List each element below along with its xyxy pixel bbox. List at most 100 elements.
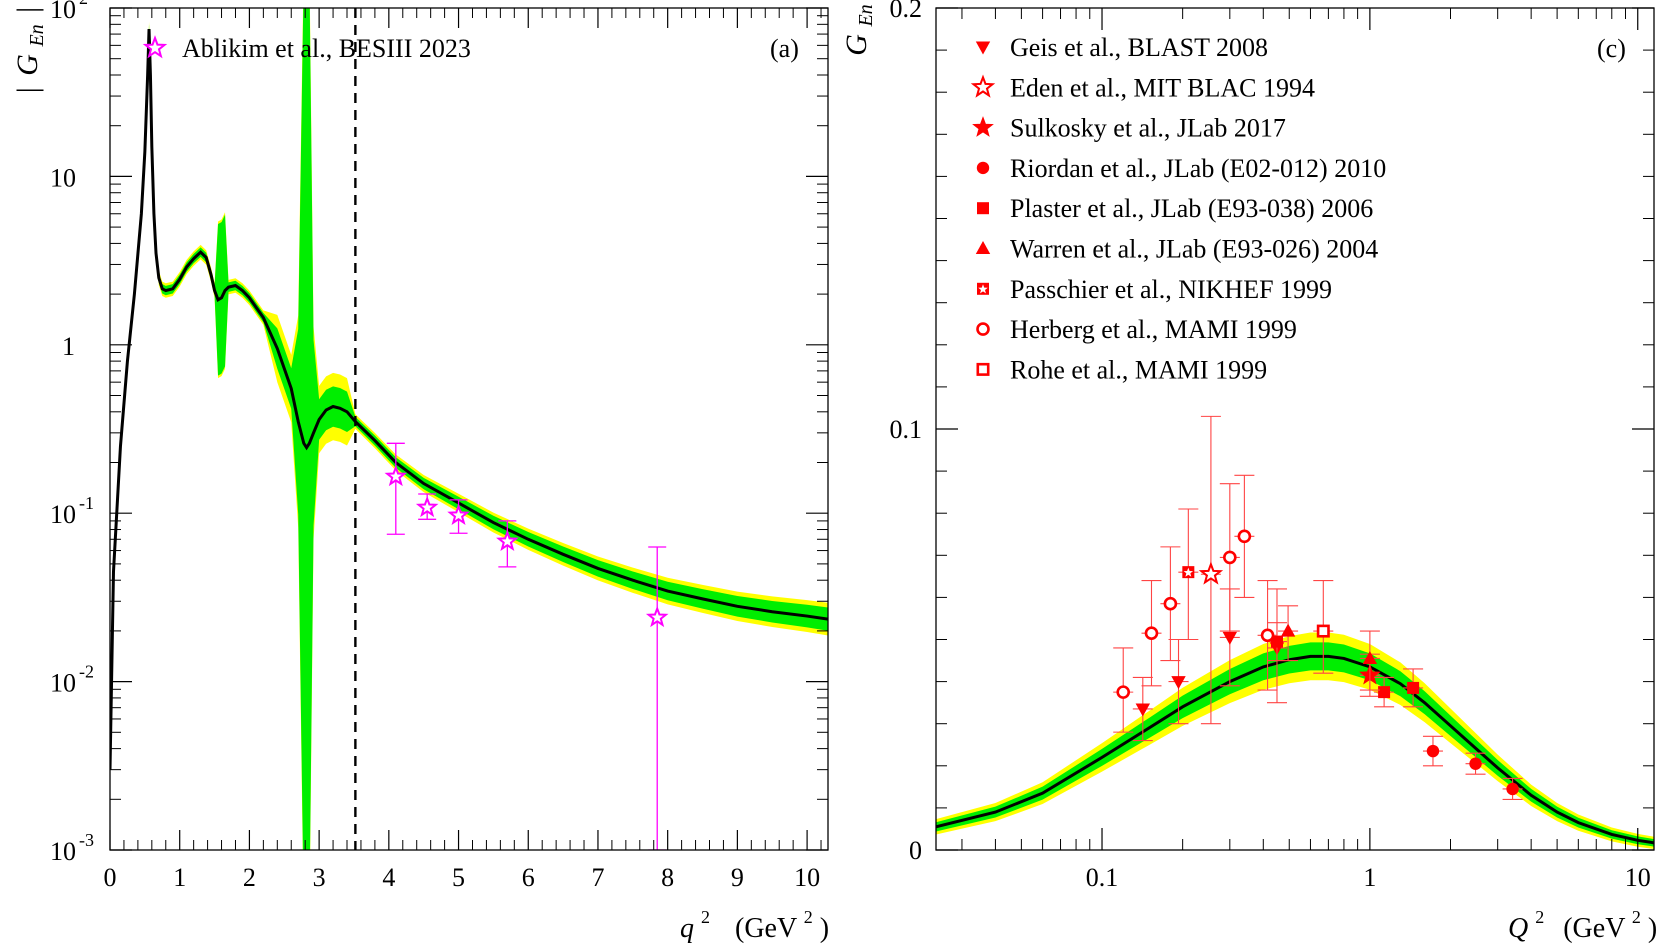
y-tick-base: 1	[62, 332, 75, 361]
legend-entry: Geis et al., BLAST 2008	[1010, 33, 1268, 62]
y-tick-exponent: -3	[79, 830, 94, 850]
uncertainty-band-outer	[110, 8, 828, 850]
y-tick-base: 10	[50, 163, 76, 192]
legend-marker-icon	[970, 74, 996, 98]
legend-marker	[142, 35, 168, 59]
x-axis-label: q 2 (GeV 2 )	[680, 899, 829, 944]
x-tick-label: 4	[382, 863, 395, 892]
legend-marker-icon	[975, 241, 991, 254]
y-tick-base: 10	[50, 669, 76, 698]
x-tick-label: 6	[522, 863, 535, 892]
marker-star	[978, 284, 988, 294]
x-tick-label: 10	[1625, 863, 1651, 892]
x-axis-unit: (GeV	[735, 913, 797, 944]
x-axis-unit-close: )	[1648, 913, 1657, 944]
fit-curve	[110, 28, 828, 770]
x-tick-label: 1	[173, 863, 186, 892]
y-axis-label-sub: En	[26, 24, 48, 47]
x-axis-label-var: q	[680, 913, 694, 944]
data-point	[1182, 566, 1195, 579]
tick-labels: 0.1 1 10 0 0.1 0.2	[890, 0, 1651, 892]
data-points	[1113, 415, 1523, 801]
legend-entry: Passchier et al., NIKHEF 1999	[1010, 275, 1332, 304]
legend-entry: Eden et al., MIT BLAC 1994	[1010, 73, 1315, 102]
data-point	[1469, 757, 1482, 770]
uncertainty-band-inner	[110, 8, 828, 850]
y-tick-label: 10 -2	[50, 662, 94, 698]
y-tick-base: 10	[50, 500, 76, 529]
y-tick-exponent: -1	[79, 493, 94, 513]
y-tick-base: 10	[50, 837, 76, 866]
data-point	[1270, 635, 1283, 648]
y-axis-label: | G En |	[11, 7, 50, 93]
chart-panel-c: 0.1 1 10 0 0.1 0.2 (c) Geis et al., BLAST 200…	[840, 0, 1657, 944]
data-point	[1506, 782, 1519, 796]
data-point	[1362, 650, 1378, 664]
x-axis-unit-sup: 2	[1632, 907, 1641, 927]
legend-marker-icon	[976, 161, 990, 175]
x-axis-unit: (GeV	[1563, 913, 1625, 944]
x-tick-label: 1	[1363, 863, 1376, 892]
legend-marker-icon	[972, 116, 994, 137]
legend-marker-icon	[976, 362, 990, 376]
x-tick-label: 5	[452, 863, 465, 892]
data-point	[1163, 596, 1178, 611]
data-point	[1171, 676, 1186, 690]
data-point	[1116, 685, 1131, 699]
legend-entry: Plaster et al., JLab (E93-038) 2006	[1010, 194, 1373, 223]
y-tick-label: 1	[62, 332, 75, 361]
data-point	[1280, 623, 1296, 637]
panel-label: (c)	[1597, 34, 1626, 63]
data-point	[1198, 561, 1224, 585]
legend-marker-icon	[975, 41, 991, 55]
x-axis-unit-close: )	[820, 913, 829, 944]
marker-star	[1183, 567, 1194, 577]
legend-entry: Riordan et al., JLab (E02-012) 2010	[1010, 154, 1386, 183]
data-point	[1144, 626, 1159, 640]
y-axis-label-main: G	[840, 34, 873, 56]
x-tick-label: 9	[731, 863, 744, 892]
data-point	[415, 495, 439, 518]
axis-ticks	[936, 7, 1654, 851]
data-point	[384, 464, 408, 487]
legend-entry: Rohe et al., MAMI 1999	[1010, 355, 1267, 384]
data-point	[1378, 686, 1391, 699]
data-point	[447, 503, 470, 526]
y-axis-label-main: G	[11, 54, 44, 76]
x-tick-label: 0	[104, 863, 117, 892]
legend-entry: Sulkosky et al., JLab 2017	[1010, 114, 1286, 143]
y-tick-label: 10 -1	[50, 493, 94, 529]
x-tick-label: 3	[313, 863, 326, 892]
x-tick-label: 8	[661, 863, 674, 892]
legend-entry: Ablikim et al., BESIII 2023	[182, 34, 471, 63]
data-point	[1316, 624, 1330, 638]
uncertainty-band-inner	[936, 642, 1654, 847]
x-axis-label: Q 2 (GeV 2 )	[1508, 899, 1657, 944]
y-tick-label: 0	[909, 836, 922, 865]
data-point	[1223, 550, 1237, 565]
y-tick-exponent: -2	[79, 662, 94, 682]
x-tick-label: 7	[591, 863, 604, 892]
y-tick-label: 10 -3	[50, 830, 94, 866]
data-point	[1407, 681, 1420, 694]
y-axis-label-right-bar: |	[11, 7, 44, 13]
x-tick-label: 0.1	[1086, 863, 1119, 892]
data-point	[1426, 744, 1440, 758]
y-axis-label-left-bar: |	[11, 87, 44, 93]
legend-marker-icon	[977, 282, 989, 295]
axis-ticks	[109, 7, 828, 851]
y-tick-label: 0.1	[890, 415, 923, 444]
chart-panel-a: 01234567891010210110-110-210-3 (a) Ablik…	[11, 0, 829, 944]
data-point	[1237, 529, 1252, 544]
fit-curve	[936, 654, 1654, 845]
legend: Ablikim et al., BESIII 2023	[142, 34, 471, 63]
x-axis-label-sup: 2	[1535, 907, 1544, 927]
legend-marker-icon	[976, 322, 990, 336]
legend-entry: Warren et al., JLab (E93-026) 2004	[1010, 235, 1378, 264]
data-point	[1135, 703, 1151, 717]
x-axis-label-sup: 2	[701, 907, 710, 927]
y-axis-label-sub: En	[855, 4, 877, 27]
data-point	[496, 529, 519, 552]
data-point	[1260, 628, 1275, 643]
